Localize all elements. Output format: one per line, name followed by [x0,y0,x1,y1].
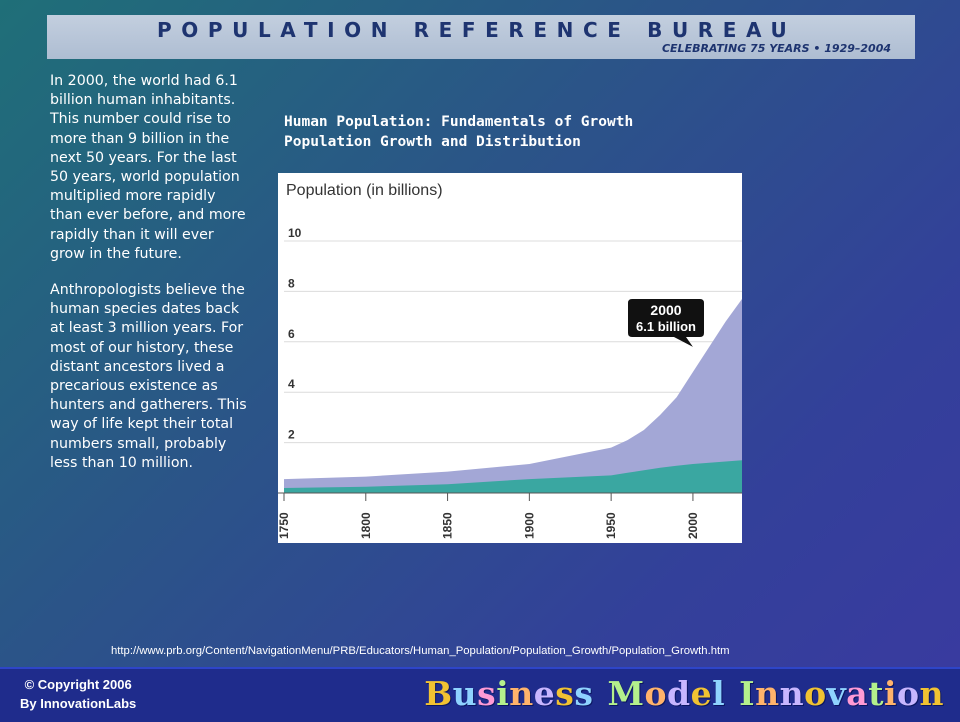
chart-heading-line-2: Population Growth and Distribution [284,134,581,150]
total-population-area [284,299,742,493]
annotation-callout [628,299,704,347]
annotation-value: 6.1 billion [636,319,696,334]
x-tick-label: 1900 [522,512,536,539]
x-tick-label: 1950 [604,512,618,539]
y-tick-label: 4 [288,377,295,391]
y-tick-label: 6 [288,327,295,341]
footer-bar [0,667,960,722]
x-tick-label: 1850 [441,512,455,539]
brand-logo-text: Business Model Innovation [424,674,944,713]
body-paragraph-2: Anthropologists believe the human specie… [50,282,247,471]
chart-heading-line-1: Human Population: Fundamentals of Growth [284,114,634,130]
copyright-line-1: © Copyright 2006 [24,677,132,692]
chart-title: Population (in billions) [286,182,443,199]
source-url[interactable]: http://www.prb.org/Content/NavigationMen… [111,645,730,657]
body-paragraph-1: In 2000, the world had 6.1 billion human… [50,73,246,262]
banner-title: POPULATION REFERENCE BUREAU [157,18,797,42]
banner-subtitle: CELEBRATING 75 YEARS • 1929–2004 [661,42,891,55]
population-chart: Population (in billions)0246810175018001… [278,173,742,543]
prb-banner: POPULATION REFERENCE BUREAU CELEBRATING … [47,15,915,59]
annotation-year: 2000 [650,302,681,318]
chart-svg: Population (in billions)0246810175018001… [278,182,742,543]
x-tick-label: 1800 [359,512,373,539]
chart-heading: Human Population: Fundamentals of Growth… [284,112,633,152]
y-tick-label: 10 [288,226,302,240]
lower-population-area [284,460,742,493]
copyright: © Copyright 2006 By InnovationLabs [20,675,136,713]
body-text: In 2000, the world had 6.1 billion human… [50,72,250,490]
y-tick-label: 8 [288,276,295,290]
x-tick-label: 1750 [278,512,291,539]
y-tick-label: 2 [288,428,295,442]
x-tick-label: 2000 [686,512,700,539]
x-axis-band [278,493,742,543]
copyright-line-2: By InnovationLabs [20,696,137,711]
